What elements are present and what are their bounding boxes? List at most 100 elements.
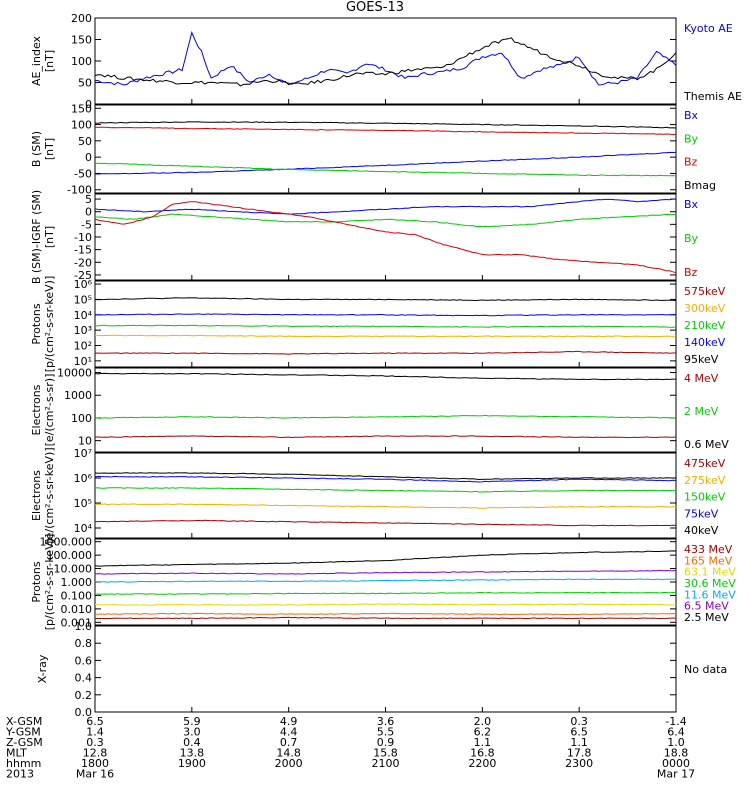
y-axis-label: [nT]	[43, 226, 56, 248]
y-tick-label: 100	[71, 55, 92, 68]
legend-11.6-mev: 11.6 MeV	[684, 588, 736, 601]
y-tick-label: -5	[81, 218, 92, 231]
y-tick-label: -10	[74, 231, 92, 244]
y-tick-label: 0	[85, 98, 92, 111]
y-tick-label: 0.4	[75, 672, 93, 685]
legend-bz: Bz	[684, 156, 698, 169]
ephemeris-value: 0.7	[280, 736, 298, 749]
legend-275kev: 275keV	[684, 474, 726, 487]
legend-150kev: 150keV	[684, 491, 726, 504]
series-line-40kev	[94, 472, 677, 481]
ephemeris-value: 18.8	[664, 747, 689, 760]
legend-210kev: 210keV	[684, 319, 726, 332]
y-tick-label: 100.000	[47, 549, 93, 562]
y-tick-label: 10⁵	[74, 497, 92, 510]
legend-bz: Bz	[684, 266, 698, 279]
y-tick-label: 150	[71, 102, 92, 115]
ephemeris-value: 2300	[565, 757, 593, 770]
series-line-30.6-mev	[94, 591, 677, 595]
y-axis-label: AE_index	[30, 35, 43, 86]
series-line-140kev	[94, 313, 677, 317]
y-tick-label: 10⁶	[74, 278, 93, 291]
legend-433-mev: 433 MeV	[684, 543, 733, 556]
ephemeris-value: 1.0	[667, 736, 685, 749]
legend-2-mev: 2 MeV	[684, 405, 719, 418]
series-line-6.5-mev	[94, 569, 677, 575]
legend-30.6-mev: 30.6 MeV	[684, 577, 736, 590]
ephemeris-value: 0.3	[86, 736, 104, 749]
legend-40kev: 40keV	[684, 524, 719, 537]
legend-4-mev: 4 MeV	[684, 372, 719, 385]
ephemeris-value: 3.0	[183, 726, 201, 739]
legend-kyoto-ae: Kyoto AE	[684, 22, 733, 35]
ephemeris-value: Mar 16	[76, 768, 114, 781]
y-tick-label: 10⁵	[74, 293, 92, 306]
ephemeris-value: -1.4	[665, 715, 686, 728]
series-line-275kev	[94, 503, 677, 509]
panel-frame-ae	[94, 17, 677, 105]
y-tick-label: 0	[85, 151, 92, 164]
y-tick-label: 0.2	[75, 689, 93, 702]
legend-63.1-mev: 63.1 MeV	[684, 566, 736, 579]
y-tick-label: 50	[78, 135, 92, 148]
ephemeris-value: 6.2	[474, 726, 492, 739]
ephemeris-value: 13.8	[180, 747, 205, 760]
y-tick-label: -50	[74, 167, 92, 180]
ephemeris-value: 6.5	[86, 715, 104, 728]
y-tick-label: 100	[71, 119, 92, 132]
series-line-475kev	[95, 519, 677, 527]
ephemeris-value: 1.1	[474, 736, 492, 749]
legend-300kev: 300keV	[684, 302, 726, 315]
ephemeris-row-label: Y-GSM	[5, 726, 41, 739]
legend-bx: Bx	[684, 109, 699, 122]
ephemeris-value: 1.1	[570, 736, 588, 749]
legend-165-mev: 165 MeV	[684, 554, 733, 567]
panel-frame-xray	[94, 625, 677, 713]
ephemeris-value: 0000	[662, 757, 690, 770]
series-line-165-mev	[95, 612, 677, 616]
y-tick-label: 10⁴	[74, 309, 93, 322]
legend-140kev: 140keV	[684, 336, 726, 349]
y-tick-label: -25	[74, 269, 92, 282]
ephemeris-value: 1.4	[86, 726, 104, 739]
panel-frame-bsm	[94, 104, 677, 194]
ephemeris-value: 17.8	[567, 747, 592, 760]
ephemeris-value: 2.0	[474, 715, 492, 728]
chart-title: GOES-13	[345, 0, 404, 15]
series-line-433-mev	[94, 616, 677, 620]
ephemeris-row-label: X-GSM	[6, 715, 42, 728]
y-axis-label: [nT]	[43, 138, 56, 160]
y-tick-label: 200	[71, 12, 92, 25]
ephemeris-value: 6.4	[667, 726, 685, 739]
ephemeris-value: 1900	[178, 757, 206, 770]
series-line-bz	[94, 126, 677, 136]
series-line-75kev	[94, 475, 677, 483]
y-tick-label: 150	[71, 34, 92, 47]
y-tick-label: 10	[78, 435, 92, 448]
y-tick-label: 0.001	[61, 616, 93, 629]
panel-frame-electrons1	[94, 367, 677, 453]
legend-themis-ae: Themis AE	[683, 90, 742, 103]
y-axis-label: Protons	[30, 303, 43, 344]
series-line-575kev	[94, 350, 677, 355]
legend-95kev: 95keV	[684, 353, 719, 366]
y-tick-label: 10000	[57, 367, 92, 380]
series-line-0.6-mev	[94, 372, 676, 381]
ephemeris-value: 2000	[275, 757, 303, 770]
y-axis-label: Protons	[30, 561, 43, 602]
legend-bmag: Bmag	[684, 179, 716, 192]
series-line-by	[95, 162, 677, 177]
legend-6.5-mev: 6.5 MeV	[684, 600, 729, 613]
y-tick-label: 10⁶	[74, 472, 93, 485]
y-tick-label: 1000	[64, 389, 92, 402]
series-line-210kev	[94, 324, 677, 328]
legend-by: By	[684, 232, 699, 245]
y-tick-label: 5	[85, 193, 92, 206]
y-tick-label: 10¹	[74, 355, 92, 368]
y-tick-label: 1000.000	[40, 536, 93, 549]
ephemeris-value: 3.6	[377, 715, 395, 728]
series-line-2.5-mev	[94, 550, 677, 567]
y-tick-label: 100	[71, 412, 92, 425]
series-line-bx	[94, 151, 677, 175]
